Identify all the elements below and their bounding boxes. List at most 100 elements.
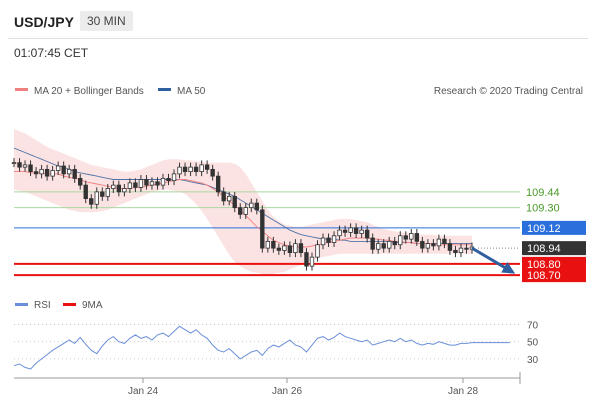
- candle-body: [265, 240, 271, 249]
- x-axis: Jan 24 Jan 26 Jan 28: [14, 372, 521, 397]
- candle-body: [398, 235, 403, 246]
- candle-body: [138, 179, 144, 188]
- ma20-legend-swatch: [15, 88, 28, 91]
- candle-body: [83, 184, 88, 200]
- rsi-legend-swatch: [15, 303, 28, 306]
- candle-body: [33, 171, 39, 175]
- level-label-109-12: 109.12: [527, 223, 561, 235]
- rsi-tick-30: 30: [527, 355, 539, 366]
- candle-body: [210, 168, 215, 177]
- candle-body: [353, 227, 359, 234]
- candle-body: [193, 166, 199, 173]
- candle-body: [171, 173, 177, 182]
- timestamp: 01:07:45 CET: [14, 46, 89, 60]
- candle-body: [458, 247, 464, 254]
- candle-body: [298, 243, 304, 254]
- forecast-arrow-shaft: [471, 246, 511, 272]
- candle-body: [320, 237, 326, 246]
- candle-body: [188, 166, 193, 173]
- candle-body: [238, 207, 243, 215]
- rsi-tick-70: 70: [527, 321, 539, 332]
- candle-body: [11, 162, 17, 165]
- candle-body: [375, 243, 381, 250]
- candle-body: [392, 240, 397, 246]
- candle-body: [409, 233, 414, 240]
- candle-body: [315, 244, 320, 258]
- candle-body: [155, 181, 160, 186]
- candle-body: [260, 209, 265, 249]
- candle-body: [420, 240, 425, 249]
- timeframe-badge[interactable]: 30 MIN: [80, 11, 133, 31]
- candle-body: [464, 247, 469, 250]
- candle-body: [381, 243, 386, 249]
- ma9-legend-label: 9MA: [82, 300, 103, 311]
- rsi-line: [13, 325, 473, 370]
- candle-body: [116, 184, 122, 193]
- currency-pair: USD/JPY: [14, 14, 74, 30]
- candle-body: [331, 235, 337, 243]
- candle-body: [337, 229, 342, 237]
- candle-body: [177, 166, 182, 175]
- candle-body: [414, 233, 420, 242]
- candle-body: [72, 168, 77, 179]
- candle-body: [215, 175, 221, 193]
- candle-body: [89, 198, 94, 205]
- candle-body: [359, 229, 364, 234]
- candle-body: [111, 184, 116, 189]
- candle-body: [105, 188, 111, 197]
- candle-body: [431, 243, 436, 247]
- level-label-109-30: 109.30: [526, 203, 560, 215]
- candle-body: [326, 237, 331, 243]
- level-tag-108-94: [522, 241, 586, 256]
- level-tag-108-70: [522, 268, 586, 283]
- candle-body: [453, 249, 458, 254]
- ma50-legend-label: MA 50: [177, 86, 206, 97]
- candle-body: [133, 182, 138, 188]
- forecast-arrow-head: [501, 262, 516, 274]
- candle-body: [28, 164, 33, 173]
- candle-body: [293, 243, 298, 254]
- candle-body: [61, 165, 66, 175]
- candle-body: [309, 256, 315, 267]
- candle-body: [166, 177, 171, 182]
- level-tag-108-80: [522, 256, 586, 271]
- candle-body: [221, 191, 226, 202]
- candle-body: [403, 235, 408, 240]
- candle-body: [232, 195, 237, 209]
- candle-body: [254, 202, 259, 211]
- candle-body: [276, 247, 282, 251]
- candle-body: [342, 229, 348, 233]
- candle-body: [271, 240, 276, 249]
- candle-body: [39, 168, 44, 175]
- header-divider: [8, 38, 588, 39]
- candle-body: [282, 245, 287, 251]
- candle-body: [144, 179, 149, 186]
- ma50-legend-swatch: [158, 88, 171, 91]
- candle-body: [100, 191, 105, 197]
- candle-body: [78, 177, 83, 186]
- candle-body: [249, 202, 254, 209]
- level-label-108-94: 108.94: [527, 243, 561, 255]
- candle-body: [160, 177, 166, 186]
- candle-body: [387, 240, 392, 249]
- x-tick-label: Jan 24: [128, 386, 158, 397]
- candle-body: [304, 252, 309, 267]
- candle-body: [182, 166, 188, 173]
- candle-body: [122, 188, 127, 193]
- ma20-legend-label: MA 20 + Bollinger Bands: [34, 86, 144, 97]
- candle-body: [227, 195, 232, 202]
- candle-body: [199, 164, 204, 173]
- candle-body: [436, 238, 442, 247]
- level-tag-109-12: [522, 220, 586, 235]
- level-label-108-70: 108.70: [527, 270, 561, 282]
- candle-body: [17, 162, 22, 168]
- candle-body: [149, 181, 155, 186]
- candle-body: [94, 191, 99, 205]
- candle-body: [370, 237, 375, 250]
- rsi-legend-label: RSI: [34, 300, 51, 311]
- rsi-tick-50: 50: [527, 338, 539, 349]
- candle-body: [442, 238, 447, 245]
- ma9-legend-swatch: [63, 303, 76, 306]
- credit-text: Research © 2020 Trading Central: [434, 86, 583, 97]
